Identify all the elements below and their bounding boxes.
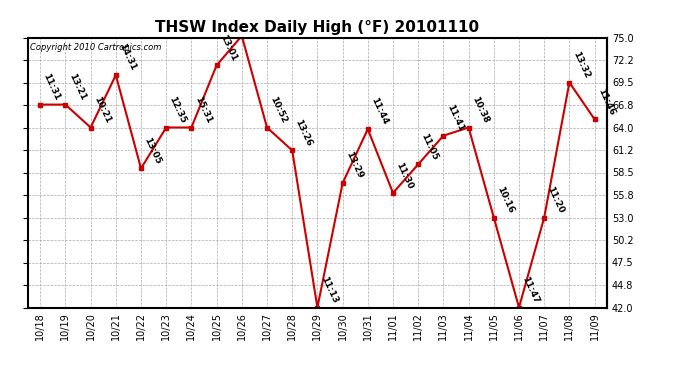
Text: 12:35: 12:35 bbox=[168, 95, 188, 125]
Text: 15:31: 15:31 bbox=[193, 95, 213, 125]
Text: 10:21: 10:21 bbox=[92, 95, 112, 125]
Text: 13:32: 13:32 bbox=[571, 50, 591, 80]
Text: 13:21: 13:21 bbox=[67, 72, 87, 102]
Text: 10:38: 10:38 bbox=[470, 95, 490, 125]
Text: 11:20: 11:20 bbox=[546, 185, 566, 215]
Text: 11:31: 11:31 bbox=[41, 72, 62, 102]
Text: Copyright 2010 Cartronics.com: Copyright 2010 Cartronics.com bbox=[30, 43, 162, 52]
Text: 10:52: 10:52 bbox=[268, 95, 288, 125]
Text: 11:49: 11:49 bbox=[0, 374, 1, 375]
Text: 13:26: 13:26 bbox=[293, 118, 314, 148]
Text: 11:47: 11:47 bbox=[520, 275, 541, 305]
Text: 11:46: 11:46 bbox=[596, 87, 616, 117]
Text: 11:44: 11:44 bbox=[369, 96, 390, 126]
Text: 11:13: 11:13 bbox=[319, 275, 339, 305]
Text: 14:31: 14:31 bbox=[117, 42, 137, 72]
Text: 13:01: 13:01 bbox=[218, 33, 238, 63]
Text: 11:41: 11:41 bbox=[445, 103, 465, 133]
Text: 13:05: 13:05 bbox=[142, 136, 163, 166]
Text: 11:30: 11:30 bbox=[395, 160, 415, 190]
Text: 10:16: 10:16 bbox=[495, 185, 515, 215]
Text: 11:05: 11:05 bbox=[420, 132, 440, 162]
Text: 13:29: 13:29 bbox=[344, 150, 364, 180]
Title: THSW Index Daily High (°F) 20101110: THSW Index Daily High (°F) 20101110 bbox=[155, 20, 480, 35]
